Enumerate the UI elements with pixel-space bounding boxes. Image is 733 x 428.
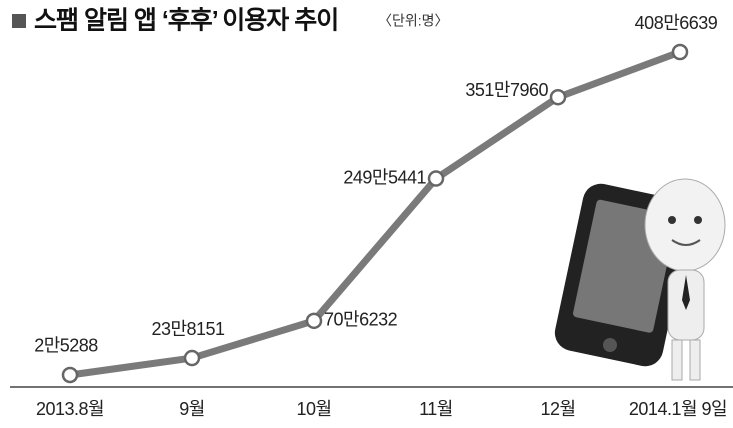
point	[551, 90, 565, 104]
title-bullet	[12, 14, 26, 28]
point	[429, 172, 443, 186]
chart: 스팸 알림 앱 ‘후후’ 이용자 추이 〈단위:명〉 2013.8월 9월 10월 1…	[0, 0, 733, 428]
value-label: 249만5441	[343, 167, 426, 187]
chart-title: 스팸 알림 앱 ‘후후’ 이용자 추이	[34, 7, 338, 35]
value-label: 351만7960	[465, 80, 548, 100]
value-label: 408만6639	[635, 13, 718, 33]
value-label: 23만8151	[151, 319, 225, 339]
point	[185, 351, 199, 365]
value-label: 2만5288	[34, 336, 98, 356]
value-label: 70만6232	[324, 310, 398, 330]
chart-subtitle: 〈단위:명〉	[378, 13, 449, 29]
x-tick-label: 12월	[540, 399, 575, 419]
point	[307, 314, 321, 328]
x-tick-label: 2013.8월	[36, 399, 104, 419]
x-tick-label: 9월	[179, 399, 205, 419]
x-tick-label: 11월	[419, 399, 453, 419]
point	[673, 45, 687, 59]
x-tick-label: 2014.1월 9일	[629, 399, 727, 419]
x-tick-label: 10월	[296, 399, 331, 419]
point	[63, 368, 77, 382]
